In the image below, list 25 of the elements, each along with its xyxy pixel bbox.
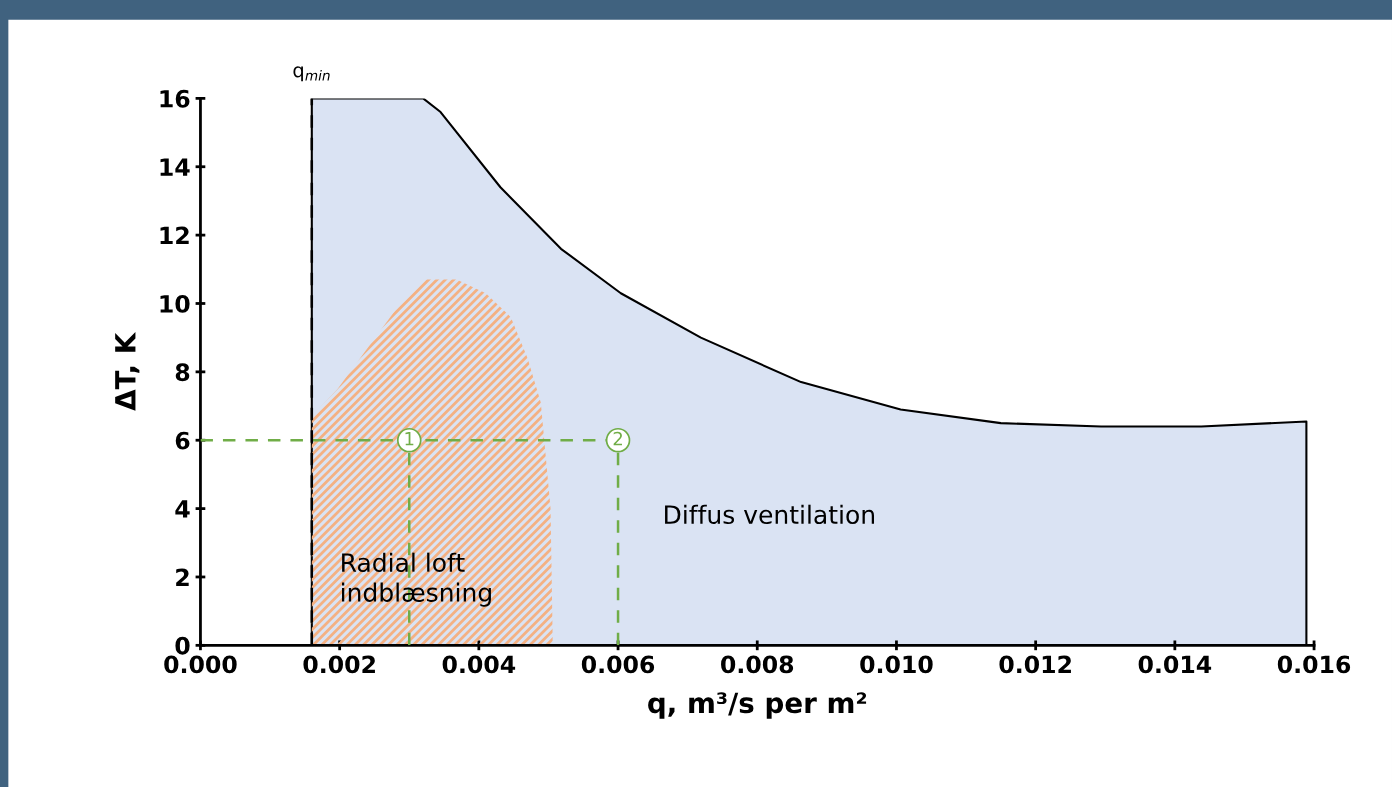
annotation: 1 [405,432,414,446]
y-tick-label: 4 [175,500,190,518]
x-tick-label: 0.016 [1277,655,1351,674]
y-tick-label: 0 [175,636,190,655]
x-tick-label: 0.008 [721,655,794,674]
annotation: Diffus ventilation [665,504,875,525]
x-tick-label: 0.014 [1138,655,1212,674]
y-tick-label: 6 [175,431,190,450]
x-tick-label: 0.012 [999,655,1071,674]
y-tick-label: 14 [160,158,190,176]
annotation: Radial loft indblæsning [342,552,491,607]
x-tick-label: 0.006 [581,655,655,674]
x-tick-label: 0.000 [164,655,237,674]
x-tick-label: 0.002 [303,655,375,674]
x-axis-title: q, m³/s per m² [648,692,867,719]
y-tick-label: 12 [160,226,189,245]
y-axis-title: ΔT, K [115,331,140,411]
x-tick-label: 0.004 [442,655,516,674]
y-tick-label: 10 [160,294,190,313]
annotation: 2 [613,431,622,446]
y-tick-label: 16 [160,89,190,108]
ref-line-label: q$_{min}$ [293,66,330,82]
y-tick-label: 2 [176,568,189,586]
y-tick-label: 8 [175,363,190,382]
x-tick-label: 0.010 [860,655,933,674]
